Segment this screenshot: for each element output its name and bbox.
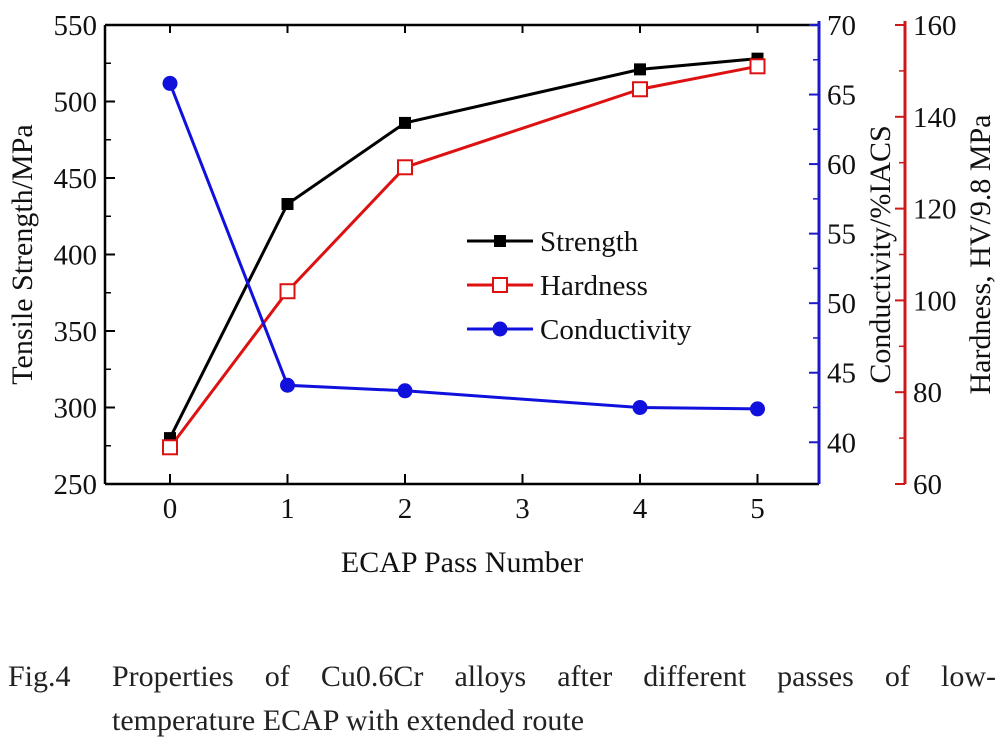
strength-point: [399, 116, 411, 129]
hardness-point: [749, 58, 766, 75]
left-tick-label: 500: [54, 87, 98, 119]
marks: [162, 52, 766, 456]
left-tick-label: 400: [54, 240, 98, 272]
conductivity-tick-label: 45: [827, 358, 856, 390]
conductivity-point: [162, 75, 178, 91]
left-axis-title: Tensile Strength/MPa: [6, 124, 39, 384]
figure-caption-line-1: Fig.4 Properties of Cu0.6Cr alloys after…: [8, 660, 996, 694]
left-tick-label: 300: [54, 393, 98, 425]
legend-strength-label: Strength: [540, 226, 639, 258]
left-tick-label: 350: [54, 316, 98, 348]
hardness-line: [168, 64, 758, 449]
strength-line: [168, 57, 758, 439]
conductivity-tick-label: 50: [827, 288, 856, 320]
conductivity-line: [168, 82, 758, 411]
hardness-point: [162, 439, 178, 456]
conductivity-axis-title: Conductivity/%IACS: [864, 125, 897, 383]
left-tick-label: 250: [54, 469, 98, 501]
caption-text-1: Properties of Cu0.6Cr alloys after diffe…: [112, 660, 996, 693]
legend-hardness-marker: [492, 277, 508, 293]
legend: Strength Hardness Conductivity: [467, 226, 692, 346]
hardness-tick-label: 120: [913, 194, 957, 226]
strength-point: [634, 63, 646, 76]
plot-lines: [168, 57, 758, 449]
hardness-tick-label: 60: [913, 469, 942, 501]
hardness-tick-label: 100: [913, 285, 957, 317]
strength-point: [281, 198, 294, 211]
conductivity-tick-label: 55: [827, 219, 856, 251]
x-tick-label: 2: [398, 493, 413, 525]
x-axis-title: ECAP Pass Number: [341, 546, 583, 579]
conductivity-tick-label: 60: [827, 149, 856, 181]
conductivity-point: [632, 400, 648, 415]
figure-caption-line-2: temperature ECAP with extended route: [112, 704, 585, 737]
hardness-tick-label: 160: [913, 10, 957, 42]
legend-conductivity-label: Conductivity: [540, 314, 692, 346]
left-tick-label: 550: [54, 10, 98, 42]
conductivity-tick-label: 40: [827, 427, 856, 459]
hardness-point: [632, 81, 648, 98]
left-tick-label: 450: [54, 163, 98, 195]
hardness-point: [279, 283, 296, 300]
legend-strength-marker: [494, 235, 506, 247]
conductivity-point: [397, 383, 413, 399]
x-tick-label: 1: [280, 493, 295, 525]
x-tick-label: 4: [633, 493, 648, 525]
conductivity-tick-label: 70: [827, 10, 856, 42]
hardness-point: [397, 159, 413, 176]
hardness-axis-title: Hardness, HV/9.8 MPa: [964, 115, 997, 395]
x-tick-label: 0: [163, 493, 178, 525]
x-tick-label: 3: [515, 493, 530, 525]
figure-number: Fig.4: [8, 660, 71, 693]
legend-hardness-label: Hardness: [540, 270, 648, 302]
x-tick-label: 5: [750, 493, 765, 525]
conductivity-tick-label: 65: [827, 80, 856, 112]
hardness-tick-label: 80: [913, 377, 942, 409]
legend-conductivity-marker: [492, 321, 508, 337]
hardness-tick-label: 140: [913, 102, 957, 134]
conductivity-point: [280, 377, 295, 393]
conductivity-point: [750, 401, 765, 417]
